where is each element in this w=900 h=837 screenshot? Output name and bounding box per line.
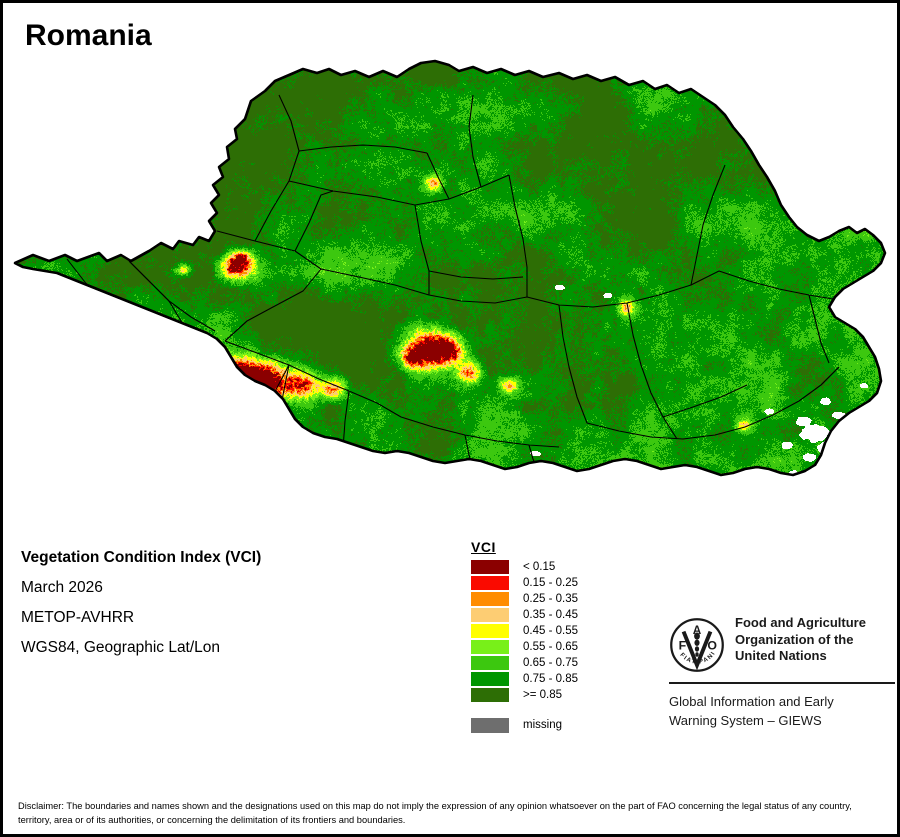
legend-label: 0.25 - 0.35 [523,593,578,605]
legend-swatch [471,592,509,606]
legend-row: 0.75 - 0.85 [471,671,578,687]
fao-emblem-letter-o: O [707,638,717,652]
vci-legend: VCI < 0.15 0.15 - 0.25 0.25 - 0.35 0.35 - 0… [471,539,578,733]
legend-class-list: < 0.15 0.15 - 0.25 0.25 - 0.35 0.35 - 0.45 0… [471,559,578,703]
fao-org-line-2: Organization of the [735,631,854,647]
giews-name: Global Information and Early Warning Sys… [669,692,895,730]
info-period: March 2026 [21,579,103,596]
fao-org-line-1: Food and Agriculture [735,615,866,630]
legend-row: 0.55 - 0.65 [471,639,578,655]
legend-swatch [471,624,509,638]
giews-line-2: Warning System – GIEWS [669,713,822,728]
legend-swatch-missing [471,717,509,733]
fao-org-line-3: United Nations [735,648,827,663]
legend-row: 0.65 - 0.75 [471,655,578,671]
giews-line-1: Global Information and Early [669,694,834,709]
page-title: Romania [25,19,152,52]
fao-organization-name: Food and Agriculture Organization of the… [735,615,866,665]
legend-label: 0.15 - 0.25 [523,577,578,589]
vci-raster-map [3,55,897,505]
legend-swatch [471,688,509,702]
legend-label: 0.45 - 0.55 [523,625,578,637]
legend-label: < 0.15 [523,561,556,573]
legend-swatch [471,656,509,670]
legend-label-missing: missing [523,719,562,731]
legend-swatch [471,640,509,654]
legend-row: 0.45 - 0.55 [471,623,578,639]
info-heading: Vegetation Condition Index (VCI) [21,549,262,566]
legend-swatch [471,560,509,574]
legend-label: 0.65 - 0.75 [523,657,578,669]
map-canvas [3,55,897,505]
legend-swatch [471,672,509,686]
fao-emblem-letter-a: A [693,624,702,637]
info-projection: WGS84, Geographic Lat/Lon [21,639,221,656]
legend-title: VCI [471,539,496,555]
legend-label: 0.55 - 0.65 [523,641,578,653]
fao-logo-block: F A O FIAT PANIS Food and Agriculture Or… [666,612,895,730]
legend-swatch [471,576,509,590]
legend-row: >= 0.85 [471,687,578,703]
disclaimer-text: Disclaimer: The boundaries and names sho… [18,801,852,825]
fao-identity: F A O FIAT PANIS Food and Agriculture Or… [666,612,895,673]
map-info-block: Vegetation Condition Index (VCI) March 2… [21,543,261,663]
legend-row: 0.15 - 0.25 [471,575,578,591]
fao-emblem-icon: F A O FIAT PANIS [666,612,725,673]
legend-row: 0.35 - 0.45 [471,607,578,623]
legend-row: 0.25 - 0.35 [471,591,578,607]
info-sensor: METOP-AVHRR [21,609,135,626]
legend-label: 0.35 - 0.45 [523,609,578,621]
legend-label: 0.75 - 0.85 [523,673,578,685]
legend-label: >= 0.85 [523,689,563,701]
legend-row: < 0.15 [471,559,578,575]
legend-row-missing: missing [471,717,578,733]
fao-emblem-letter-f: F [679,638,687,652]
fao-divider [669,682,895,684]
legend-swatch [471,608,509,622]
